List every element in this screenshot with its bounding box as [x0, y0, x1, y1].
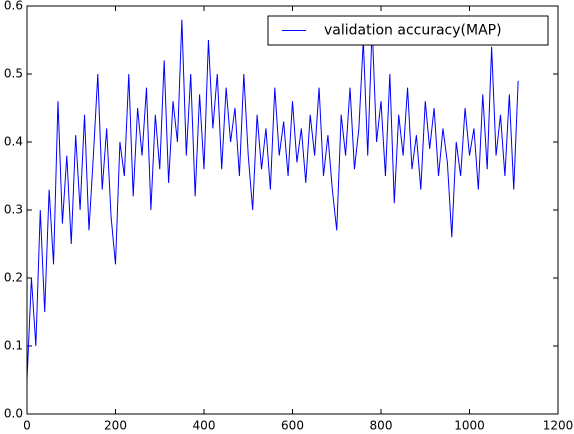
- y-tick-label: 0.0: [4, 407, 23, 421]
- y-tick-label: 0.2: [4, 271, 23, 285]
- x-tick-label: 0: [23, 419, 31, 433]
- x-tick-label: 200: [104, 419, 127, 433]
- data-line: [26, 19, 519, 381]
- y-tick-label: 0.5: [4, 67, 23, 81]
- legend-box: [267, 15, 549, 46]
- x-tick-label: 600: [281, 419, 304, 433]
- y-tick-label: 0.4: [4, 135, 23, 149]
- x-tick-label: 400: [193, 419, 216, 433]
- y-tick-label: 0.1: [4, 339, 23, 353]
- legend-label: validation accuracy(MAP): [324, 23, 502, 39]
- x-tick-label: 1000: [454, 419, 485, 433]
- y-tick-label: 0.3: [4, 203, 23, 217]
- plot-frame: [26, 5, 559, 415]
- y-tick-label: 0.6: [4, 0, 23, 13]
- x-tick-label: 800: [370, 419, 393, 433]
- x-tick-label: 1200: [543, 419, 574, 433]
